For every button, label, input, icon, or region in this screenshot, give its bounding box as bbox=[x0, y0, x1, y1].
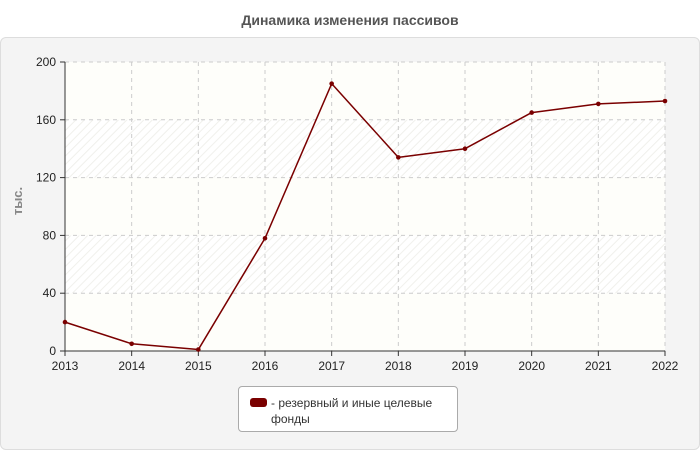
x-tick-label: 2021 bbox=[585, 359, 612, 373]
data-point bbox=[262, 235, 268, 241]
x-tick-label: 2015 bbox=[185, 359, 212, 373]
x-tick-label: 2014 bbox=[118, 359, 145, 373]
legend-label: - резервный и иные целевые фонды bbox=[271, 396, 433, 426]
series-line bbox=[64, 82, 666, 351]
legend-swatch bbox=[250, 398, 267, 407]
data-point bbox=[62, 319, 68, 325]
data-point bbox=[529, 110, 534, 115]
data-point bbox=[462, 146, 468, 151]
x-tick-label: 2016 bbox=[252, 359, 279, 373]
plot-band bbox=[65, 293, 665, 351]
data-point bbox=[129, 341, 134, 347]
y-tick-label: 0 bbox=[49, 344, 56, 358]
y-tick-label: 40 bbox=[43, 286, 57, 300]
y-axis-label: тыс. bbox=[10, 187, 25, 215]
y-tick-label: 200 bbox=[36, 55, 56, 69]
data-point bbox=[196, 347, 201, 352]
x-tick-label: 2017 bbox=[318, 359, 345, 373]
plot-band bbox=[65, 177, 665, 236]
x-tick-label: 2018 bbox=[385, 359, 412, 373]
chart-title: Динамика изменения пассивов bbox=[241, 12, 459, 28]
x-tick-label: 2013 bbox=[52, 359, 79, 373]
plot-band bbox=[65, 235, 665, 294]
plot-band bbox=[65, 119, 665, 178]
data-point bbox=[329, 81, 334, 86]
y-tick-label: 120 bbox=[36, 171, 56, 185]
data-point bbox=[396, 155, 401, 160]
legend: - резервный и иные целевые фонды bbox=[238, 386, 458, 432]
plot-band bbox=[65, 62, 665, 120]
x-tick-label: 2019 bbox=[452, 359, 479, 373]
x-tick-label: 2020 bbox=[518, 359, 545, 373]
y-tick-label: 80 bbox=[43, 228, 57, 242]
y-tick-label: 160 bbox=[36, 113, 56, 127]
data-point bbox=[596, 101, 601, 107]
x-tick-label: 2022 bbox=[652, 359, 679, 373]
data-point bbox=[662, 98, 668, 104]
